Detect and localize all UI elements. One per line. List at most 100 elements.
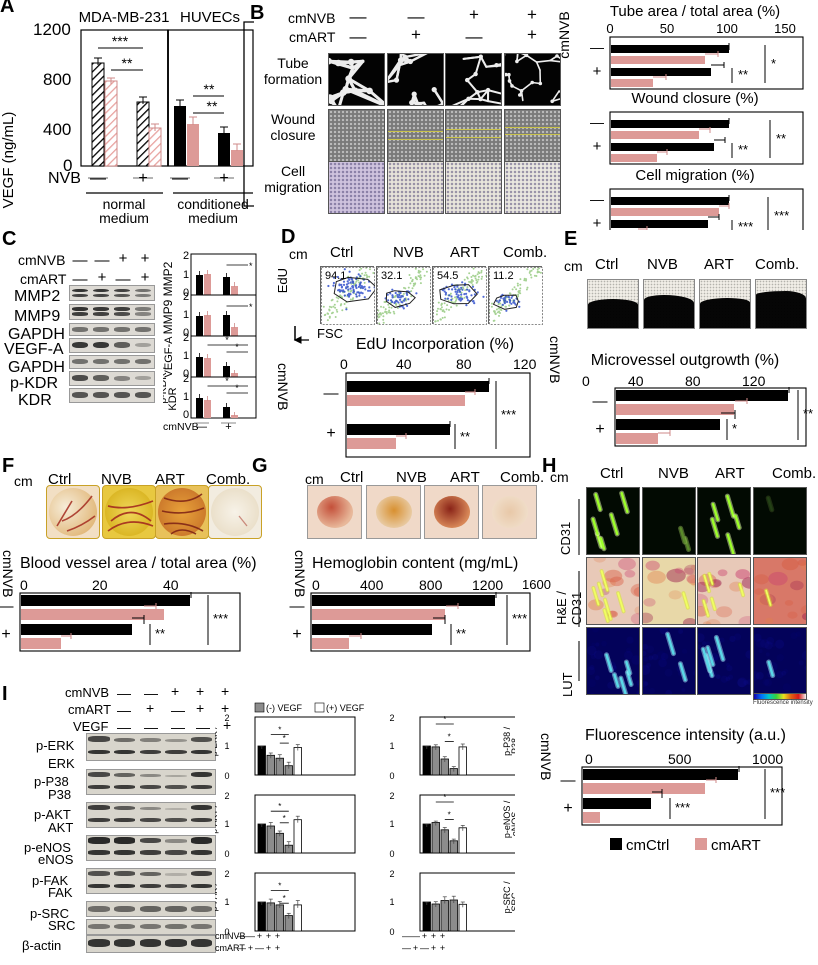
svg-text:—: — xyxy=(90,170,106,187)
svg-text:800: 800 xyxy=(43,70,71,89)
svg-text:—: — xyxy=(590,114,604,130)
svg-text:+: + xyxy=(440,943,445,953)
svg-text:1: 1 xyxy=(224,819,229,829)
svg-text:50: 50 xyxy=(660,21,674,36)
svg-text:***: *** xyxy=(213,611,228,626)
svg-text:0: 0 xyxy=(389,849,394,859)
svg-text:—: — xyxy=(561,772,576,789)
svg-text:1200: 1200 xyxy=(33,20,71,39)
svg-text:—: — xyxy=(593,393,608,410)
svg-text:cmNVB: cmNVB xyxy=(163,421,199,432)
svg-text:+: + xyxy=(595,421,604,438)
svg-text:+: + xyxy=(275,931,280,941)
svg-text:***: *** xyxy=(112,33,129,49)
svg-text:—: — xyxy=(0,598,14,615)
svg-text:*: * xyxy=(283,894,286,903)
svg-text:2: 2 xyxy=(224,791,229,801)
svg-text:*: * xyxy=(448,810,451,819)
svg-text:**: ** xyxy=(776,131,786,146)
svg-text:+: + xyxy=(431,943,436,953)
svg-text:400: 400 xyxy=(43,120,71,139)
svg-text:—: — xyxy=(172,170,188,187)
svg-text:cmNVB: cmNVB xyxy=(556,11,572,58)
svg-text:—: — xyxy=(255,943,264,953)
svg-text:**: ** xyxy=(803,406,813,421)
svg-text:2: 2 xyxy=(224,713,229,723)
svg-text:150: 150 xyxy=(774,21,796,36)
svg-text:(-) VEGF: (-) VEGF xyxy=(266,703,302,713)
svg-text:**: ** xyxy=(460,429,470,444)
svg-text:2: 2 xyxy=(224,869,229,879)
svg-text:VEGF (ng/mL): VEGF (ng/mL) xyxy=(0,112,17,209)
svg-text:—: — xyxy=(237,931,246,941)
svg-text:(+) VEGF: (+) VEGF xyxy=(326,703,365,713)
svg-text:SRC: SRC xyxy=(510,892,515,912)
svg-text:+: + xyxy=(275,943,280,953)
svg-text:*: * xyxy=(771,56,776,71)
svg-text:2: 2 xyxy=(389,869,394,879)
svg-text:2: 2 xyxy=(183,332,189,344)
svg-text:2: 2 xyxy=(389,791,394,801)
svg-text:—: — xyxy=(590,191,604,207)
svg-text:0: 0 xyxy=(224,849,229,859)
svg-text:+: + xyxy=(431,931,436,941)
svg-text:P38: P38 xyxy=(510,738,515,754)
svg-text:1: 1 xyxy=(224,741,229,751)
svg-text:11.2: 11.2 xyxy=(493,270,514,282)
svg-text:eNOS: eNOS xyxy=(510,812,515,837)
svg-text:+: + xyxy=(326,425,335,442)
svg-text:+: + xyxy=(413,943,418,953)
svg-text:KDR: KDR xyxy=(167,387,179,410)
svg-text:+: + xyxy=(266,943,271,953)
svg-text:p-FAK /: p-FAK / xyxy=(215,883,219,912)
svg-text:+: + xyxy=(248,943,253,953)
svg-text:*: * xyxy=(443,793,446,802)
svg-text:***: *** xyxy=(774,208,789,223)
svg-text:0: 0 xyxy=(183,409,189,421)
svg-text:**: ** xyxy=(122,55,133,71)
svg-text:+: + xyxy=(593,63,602,80)
svg-text:*: * xyxy=(278,725,281,734)
svg-text:**: ** xyxy=(456,626,466,641)
svg-text:—: — xyxy=(590,39,604,55)
svg-text:—: — xyxy=(402,943,411,953)
svg-text:Cell migration (%): Cell migration (%) xyxy=(635,167,754,184)
svg-text:HUVECs: HUVECs xyxy=(180,9,240,26)
svg-text:*: * xyxy=(443,715,446,724)
svg-text:+: + xyxy=(219,170,228,187)
svg-text:+: + xyxy=(593,138,602,155)
svg-text:0: 0 xyxy=(389,771,394,781)
svg-text:1: 1 xyxy=(183,269,189,281)
svg-text:+: + xyxy=(422,931,427,941)
svg-text:NVB: NVB xyxy=(48,170,81,187)
svg-text:+: + xyxy=(563,800,572,817)
svg-text:1: 1 xyxy=(183,391,189,403)
svg-text:1: 1 xyxy=(389,741,394,751)
svg-text:0: 0 xyxy=(224,771,229,781)
svg-text:p-AKT /: p-AKT / xyxy=(215,804,219,833)
svg-text:*: * xyxy=(249,302,253,312)
svg-text:**: ** xyxy=(204,81,215,97)
svg-text:**: ** xyxy=(738,142,748,157)
svg-text:+: + xyxy=(138,170,147,187)
svg-text:Tube area / total area (%): Tube area / total area (%) xyxy=(610,3,780,20)
svg-text:+: + xyxy=(257,931,262,941)
svg-text:+: + xyxy=(440,931,445,941)
svg-text:+: + xyxy=(225,421,231,432)
svg-text:***: *** xyxy=(512,611,527,626)
svg-text:*: * xyxy=(225,376,229,386)
svg-text:***: *** xyxy=(770,785,785,800)
svg-text:*: * xyxy=(278,881,281,890)
svg-text:1: 1 xyxy=(224,897,229,907)
svg-text:**: ** xyxy=(207,98,218,114)
svg-text:*: * xyxy=(448,732,451,741)
svg-text:0: 0 xyxy=(606,21,613,36)
svg-text:—: — xyxy=(196,421,207,432)
svg-text:**: ** xyxy=(738,67,748,82)
svg-text:MMP9: MMP9 xyxy=(163,299,175,334)
svg-text:*: * xyxy=(283,734,286,743)
svg-text:Wound closure (%): Wound closure (%) xyxy=(631,90,758,107)
svg-text:2: 2 xyxy=(389,713,394,723)
svg-text:*: * xyxy=(225,335,229,345)
svg-text:100: 100 xyxy=(716,21,738,36)
